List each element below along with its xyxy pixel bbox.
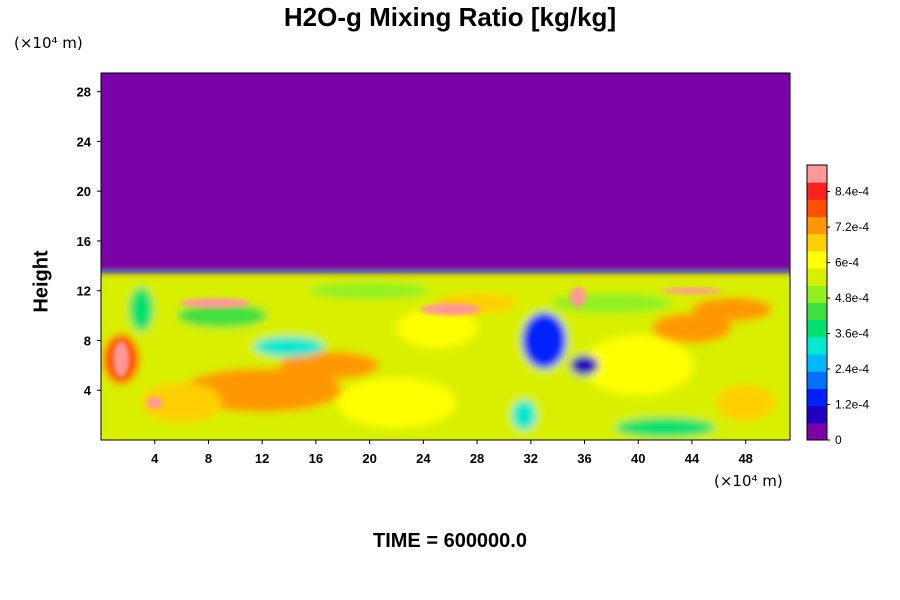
high-value-streak <box>661 287 722 294</box>
y-tick-label: 8 <box>84 333 91 348</box>
y-tick-label: 12 <box>77 284 91 299</box>
colorbar-tick-label: 6e-4 <box>835 256 859 270</box>
high-value-streak <box>180 298 251 309</box>
x-tick-label: 4 <box>151 451 159 466</box>
x-tick-label: 36 <box>577 451 591 466</box>
colorbar-swatch <box>807 336 827 355</box>
colorbar-frame <box>806 164 828 441</box>
y-ticks: 4 8 12 16 20 24 28 <box>77 85 101 398</box>
high-value-streak <box>113 341 130 378</box>
colorbar-tick-label: 0 <box>835 433 842 447</box>
colorbar: 0 1.2e-4 2.4e-4 3.6e-4 4.8e-4 6e-4 7.2e-4 8.4e-… <box>806 164 869 447</box>
x-tick-label: 32 <box>524 451 538 466</box>
x-unit-label: (×10⁴ m) <box>714 472 783 490</box>
heatmap-field <box>101 73 790 440</box>
colorbar-swatch <box>807 268 827 286</box>
plot-frame <box>100 72 791 441</box>
chart-title: H2O-g Mixing Ratio [kg/kg] <box>283 2 617 32</box>
x-tick-label: 8 <box>205 451 212 466</box>
x-tick-label: 16 <box>309 451 323 466</box>
colorbar-tick-label: 8.4e-4 <box>835 185 869 199</box>
high-value-streak <box>569 286 586 307</box>
high-value-streak <box>420 303 481 316</box>
y-tick-label: 20 <box>77 184 91 199</box>
x-tick-label: 20 <box>362 451 376 466</box>
colorbar-swatch <box>807 182 827 200</box>
colorbar-swatch <box>807 302 827 321</box>
colorbar-swatch <box>807 285 827 303</box>
high-value-streak <box>146 396 163 409</box>
x-tick-label: 24 <box>416 451 431 466</box>
colorbar-tick-label: 4.8e-4 <box>835 291 869 305</box>
colorbar-tick-label: 7.2e-4 <box>835 220 869 234</box>
colorbar-tick-label: 3.6e-4 <box>835 327 869 341</box>
x-tick-label: 40 <box>631 451 645 466</box>
y-unit-label: (×10⁴ m) <box>14 34 83 52</box>
colorbar-swatch <box>807 371 827 389</box>
x-tick-label: 28 <box>470 451 484 466</box>
y-tick-label: 28 <box>77 85 91 100</box>
colorbar-swatch <box>807 250 827 269</box>
y-tick-label: 24 <box>77 134 92 149</box>
colorbar-swatch <box>807 422 827 441</box>
colorbar-swatch <box>807 216 827 235</box>
x-ticks: 4 8 12 16 20 24 28 32 36 40 44 48 <box>151 440 753 466</box>
colorbar-tick-label: 1.2e-4 <box>835 398 869 412</box>
colorbar-swatch <box>807 388 827 407</box>
y-tick-label: 16 <box>77 234 91 249</box>
colorbar-tick-label: 2.4e-4 <box>835 362 869 376</box>
y-tick-label: 4 <box>84 383 92 398</box>
colorbar-swatch <box>807 354 827 372</box>
x-tick-label: 48 <box>738 451 752 466</box>
colorbar-swatch <box>807 319 827 338</box>
colorbar-swatch <box>807 199 827 218</box>
colorbar-swatch <box>807 165 827 183</box>
layer-top-gradient <box>101 269 790 274</box>
colorbar-swatch <box>807 233 827 252</box>
time-label: TIME = 600000.0 <box>373 530 527 552</box>
x-tick-label: 12 <box>255 451 269 466</box>
x-tick-label: 44 <box>685 451 700 466</box>
colorbar-swatch <box>807 405 827 424</box>
